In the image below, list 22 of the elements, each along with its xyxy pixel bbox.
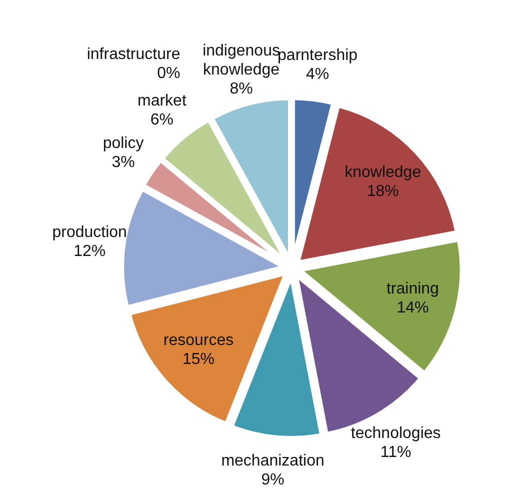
data-label: 3% (112, 154, 135, 172)
slice-label: policy (102, 135, 144, 152)
slice-label: training (386, 280, 439, 298)
data-label: 8% (230, 80, 253, 98)
slice-label: resources (163, 332, 234, 350)
category-label: infrastructure (86, 46, 180, 64)
data-label: 6% (150, 112, 174, 129)
data-label: 11% (380, 444, 412, 462)
slice-label: indigenous knowledge (202, 42, 280, 79)
slice-label: knowledge (344, 164, 422, 182)
data-label: 4% (306, 66, 330, 84)
slice-label: technologies (350, 425, 441, 442)
data-label: 18% (366, 183, 399, 200)
slice-label: parntership (278, 47, 358, 64)
data-label: 9% (261, 472, 284, 489)
slice-label: production (52, 224, 127, 242)
data-label: 12% (74, 243, 106, 260)
slice-label: market (138, 92, 187, 110)
data-label: 15% (182, 351, 215, 368)
slice-label: mechanization (221, 452, 324, 470)
text: 0% (157, 65, 180, 82)
data-label: 14% (396, 300, 429, 317)
